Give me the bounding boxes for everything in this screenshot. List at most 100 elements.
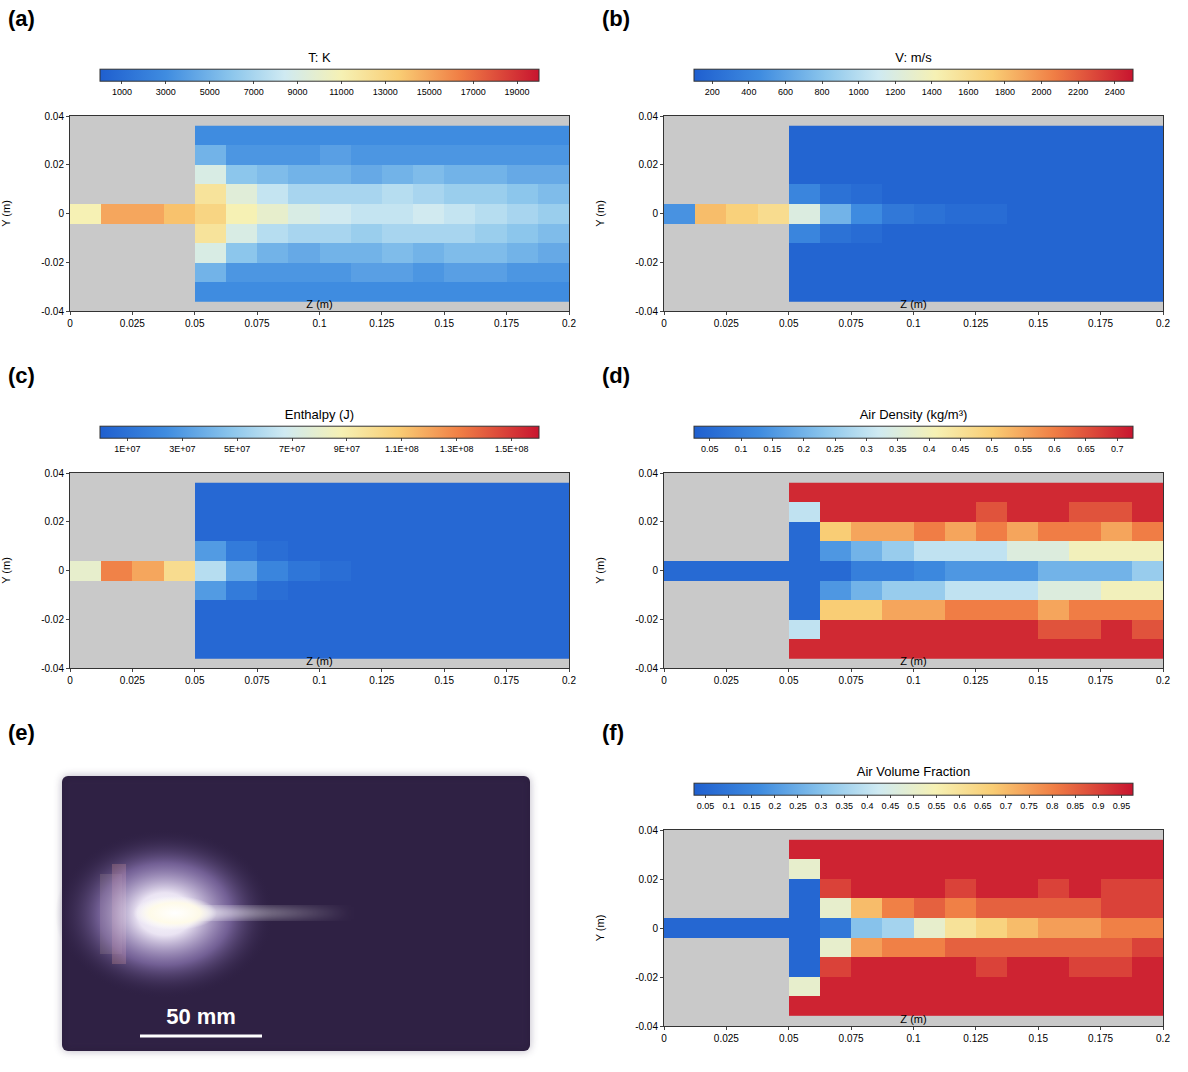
svg-text:Y (m): Y (m) <box>0 557 12 584</box>
svg-text:-0.04: -0.04 <box>635 1021 658 1032</box>
svg-text:-0.04: -0.04 <box>635 663 658 674</box>
svg-text:0.6: 0.6 <box>1048 444 1061 454</box>
svg-text:0.1: 0.1 <box>907 675 921 686</box>
svg-text:0.1: 0.1 <box>313 318 327 329</box>
svg-text:0.075: 0.075 <box>839 1033 864 1044</box>
svg-text:0: 0 <box>67 675 73 686</box>
svg-text:0: 0 <box>67 318 73 329</box>
svg-text:0.025: 0.025 <box>714 318 739 329</box>
svg-text:Z (m): Z (m) <box>900 1013 926 1025</box>
svg-text:0.125: 0.125 <box>369 318 394 329</box>
svg-text:0.075: 0.075 <box>245 318 270 329</box>
svg-text:200: 200 <box>705 87 720 97</box>
svg-text:1400: 1400 <box>922 87 942 97</box>
svg-text:Z (m): Z (m) <box>306 298 332 310</box>
svg-text:1800: 1800 <box>995 87 1015 97</box>
svg-text:0.02: 0.02 <box>45 516 65 527</box>
svg-text:0.025: 0.025 <box>714 1033 739 1044</box>
svg-text:0.65: 0.65 <box>1077 444 1095 454</box>
svg-text:0: 0 <box>661 675 667 686</box>
svg-text:0.04: 0.04 <box>45 468 65 479</box>
svg-text:1200: 1200 <box>885 87 905 97</box>
svg-text:0.5: 0.5 <box>907 801 920 811</box>
svg-text:0.15: 0.15 <box>1029 675 1049 686</box>
svg-text:13000: 13000 <box>373 87 398 97</box>
svg-text:0.3: 0.3 <box>860 444 873 454</box>
svg-text:Air Density (kg/m³): Air Density (kg/m³) <box>860 408 968 423</box>
svg-text:0.05: 0.05 <box>701 444 719 454</box>
svg-text:-0.02: -0.02 <box>41 614 64 625</box>
svg-text:3000: 3000 <box>156 87 176 97</box>
svg-text:0.025: 0.025 <box>120 675 145 686</box>
svg-text:-0.02: -0.02 <box>635 972 658 983</box>
svg-text:Enthalpy (J): Enthalpy (J) <box>285 408 354 423</box>
svg-text:0.1: 0.1 <box>313 675 327 686</box>
svg-text:0.175: 0.175 <box>1088 1033 1113 1044</box>
svg-text:0.4: 0.4 <box>923 444 936 454</box>
svg-text:0.45: 0.45 <box>952 444 970 454</box>
svg-text:-0.02: -0.02 <box>41 257 64 268</box>
svg-text:0: 0 <box>652 923 658 934</box>
svg-text:0.15: 0.15 <box>764 444 782 454</box>
svg-text:0.9: 0.9 <box>1092 801 1105 811</box>
svg-text:0.075: 0.075 <box>245 675 270 686</box>
svg-text:0.2: 0.2 <box>797 444 810 454</box>
svg-text:17000: 17000 <box>461 87 486 97</box>
svg-text:0.15: 0.15 <box>435 675 455 686</box>
svg-text:0.2: 0.2 <box>769 801 782 811</box>
svg-text:0.05: 0.05 <box>779 675 799 686</box>
svg-text:0.04: 0.04 <box>639 111 659 122</box>
svg-text:0.02: 0.02 <box>45 159 65 170</box>
svg-text:0.2: 0.2 <box>562 675 576 686</box>
svg-text:0: 0 <box>661 1033 667 1044</box>
svg-text:15000: 15000 <box>417 87 442 97</box>
svg-text:0: 0 <box>652 565 658 576</box>
svg-text:0.55: 0.55 <box>1014 444 1032 454</box>
svg-text:-0.02: -0.02 <box>635 257 658 268</box>
svg-text:Y (m): Y (m) <box>0 200 12 227</box>
svg-text:400: 400 <box>741 87 756 97</box>
svg-text:0.2: 0.2 <box>1156 318 1170 329</box>
svg-text:0.025: 0.025 <box>714 675 739 686</box>
svg-text:0.55: 0.55 <box>928 801 946 811</box>
svg-text:0.7: 0.7 <box>1111 444 1124 454</box>
svg-text:1600: 1600 <box>958 87 978 97</box>
svg-text:0.05: 0.05 <box>185 318 205 329</box>
svg-text:0.175: 0.175 <box>494 675 519 686</box>
svg-text:0.05: 0.05 <box>779 318 799 329</box>
svg-text:0.45: 0.45 <box>882 801 900 811</box>
svg-text:5000: 5000 <box>200 87 220 97</box>
svg-text:V: m/s: V: m/s <box>895 51 932 66</box>
svg-text:0.65: 0.65 <box>974 801 992 811</box>
svg-text:0.15: 0.15 <box>1029 1033 1049 1044</box>
svg-text:0.15: 0.15 <box>1029 318 1049 329</box>
svg-text:2000: 2000 <box>1032 87 1052 97</box>
svg-text:0.02: 0.02 <box>639 159 659 170</box>
svg-text:7000: 7000 <box>244 87 264 97</box>
svg-text:0.3: 0.3 <box>815 801 828 811</box>
svg-text:-0.04: -0.04 <box>41 306 64 317</box>
svg-text:0: 0 <box>652 208 658 219</box>
svg-text:0.02: 0.02 <box>639 516 659 527</box>
svg-text:0.04: 0.04 <box>639 468 659 479</box>
svg-text:Z (m): Z (m) <box>900 655 926 667</box>
svg-text:2400: 2400 <box>1105 87 1125 97</box>
svg-text:2200: 2200 <box>1068 87 1088 97</box>
svg-text:Air Volume Fraction: Air Volume Fraction <box>857 764 970 779</box>
svg-text:0.175: 0.175 <box>494 318 519 329</box>
svg-text:3E+07: 3E+07 <box>169 444 195 454</box>
svg-text:11000: 11000 <box>329 87 353 97</box>
svg-text:1.5E+08: 1.5E+08 <box>495 444 529 454</box>
svg-text:0.2: 0.2 <box>1156 1033 1170 1044</box>
svg-text:19000: 19000 <box>505 87 530 97</box>
svg-text:1.3E+08: 1.3E+08 <box>440 444 474 454</box>
svg-text:0.75: 0.75 <box>1020 801 1038 811</box>
svg-text:-0.02: -0.02 <box>635 614 658 625</box>
svg-text:0.25: 0.25 <box>789 801 807 811</box>
svg-text:0.125: 0.125 <box>963 675 988 686</box>
svg-text:0.2: 0.2 <box>1156 675 1170 686</box>
svg-text:0.125: 0.125 <box>963 318 988 329</box>
svg-text:0.075: 0.075 <box>839 675 864 686</box>
svg-text:0.025: 0.025 <box>120 318 145 329</box>
svg-text:0.2: 0.2 <box>562 318 576 329</box>
